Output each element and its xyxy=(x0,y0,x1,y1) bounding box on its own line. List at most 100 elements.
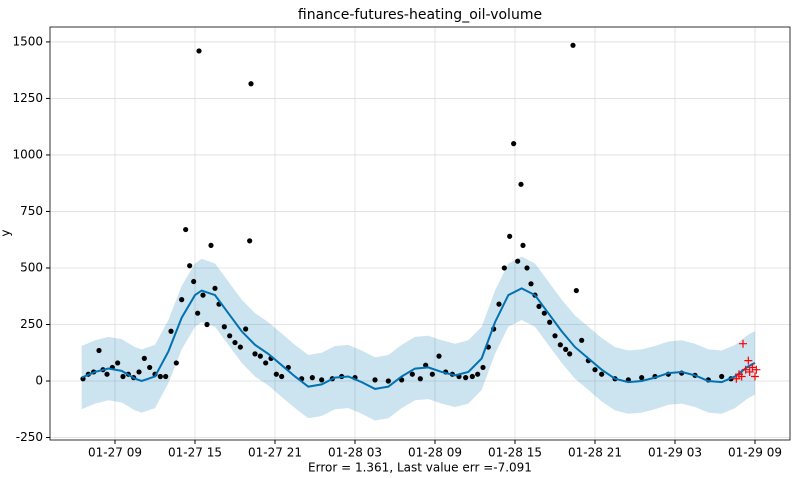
observed-point xyxy=(639,375,645,381)
plot-frame xyxy=(49,26,791,441)
x-tick-label: 01-28 09 xyxy=(408,446,462,460)
observed-point xyxy=(163,373,169,380)
observed-point xyxy=(208,242,214,248)
observed-point xyxy=(507,233,513,239)
observed-point xyxy=(547,319,553,325)
chart-title: finance-futures-heating_oil-volume xyxy=(298,7,542,23)
test-point xyxy=(745,367,754,376)
y-tick-label: 1500 xyxy=(12,34,43,48)
y-axis-label: y xyxy=(0,229,13,236)
observed-point xyxy=(247,238,253,244)
ticks: 01-27 09 01-27 15 01-27 21 01-28 03 01-28 09… xyxy=(12,34,782,459)
observed-point xyxy=(309,375,315,381)
y-tick-label: 250 xyxy=(20,317,43,331)
y-tick-label: -250 xyxy=(16,430,43,444)
observed-point xyxy=(227,333,233,339)
observed-point xyxy=(204,321,210,328)
observed-point xyxy=(191,278,197,285)
uncertainty-band xyxy=(81,256,755,421)
y-tick-label: 0 xyxy=(35,374,43,388)
observed-point xyxy=(252,351,258,357)
observed-point xyxy=(557,342,563,348)
grid xyxy=(50,27,790,440)
observed-point xyxy=(196,48,202,54)
y-tick-label: 500 xyxy=(20,260,43,274)
observed-point xyxy=(552,333,558,339)
test-point xyxy=(744,356,753,365)
observed-point xyxy=(195,310,201,316)
observed-point xyxy=(579,337,585,343)
observed-point xyxy=(501,265,507,271)
observed-point xyxy=(541,310,547,316)
observed-point xyxy=(96,347,102,354)
observed-point xyxy=(518,181,524,187)
x-tick-label: 01-29 09 xyxy=(728,446,782,460)
observed-point xyxy=(212,285,218,291)
observed-point xyxy=(573,287,579,294)
observed-point xyxy=(536,303,542,310)
observed-point xyxy=(567,351,573,357)
test-point xyxy=(748,363,757,372)
observed-point xyxy=(257,353,263,359)
observed-point xyxy=(187,263,193,269)
observed-point xyxy=(528,281,534,287)
observed-point xyxy=(263,360,269,366)
observed-point xyxy=(515,258,521,264)
observed-point xyxy=(232,339,238,346)
observed-point xyxy=(237,344,243,350)
observed-point xyxy=(417,376,423,382)
observed-point xyxy=(221,324,227,330)
observed-point xyxy=(179,297,185,303)
test-point xyxy=(732,374,741,383)
plot-area xyxy=(80,42,761,421)
observed-point xyxy=(520,242,526,248)
observed-point xyxy=(200,292,206,298)
test-point xyxy=(739,339,747,348)
observed-point xyxy=(319,377,325,383)
observed-point xyxy=(136,369,142,375)
observed-point xyxy=(480,364,486,371)
observed-point xyxy=(372,377,378,383)
observed-point xyxy=(570,42,576,48)
observed-point xyxy=(141,355,147,361)
observed-point xyxy=(157,373,163,380)
observed-point xyxy=(496,301,502,307)
observed-point xyxy=(168,328,174,334)
observed-point xyxy=(173,360,179,366)
y-tick-label: 1250 xyxy=(12,91,43,105)
y-tick-label: 1000 xyxy=(12,147,43,161)
observed-point xyxy=(147,364,153,371)
observed-point xyxy=(248,81,254,87)
x-tick-label: 01-27 21 xyxy=(248,446,302,460)
x-axis-label: Error = 1.361, Last value err =-7.091 xyxy=(308,461,532,475)
x-tick-label: 01-27 09 xyxy=(88,446,142,460)
observed-point xyxy=(475,371,481,377)
observed-point xyxy=(524,265,530,271)
y-tick-label: 750 xyxy=(20,204,43,218)
observed-point xyxy=(279,373,285,380)
x-tick-label: 01-28 03 xyxy=(328,446,382,460)
observed-point xyxy=(183,226,189,233)
observed-point xyxy=(104,371,110,377)
test-point xyxy=(737,372,746,381)
observed-point xyxy=(563,346,569,352)
x-tick-label: 01-27 15 xyxy=(168,446,222,460)
observed-point xyxy=(423,362,429,368)
x-tick-label: 01-28 21 xyxy=(568,446,622,460)
observed-point xyxy=(463,375,469,381)
observed-point xyxy=(719,373,725,380)
x-tick-label: 01-29 03 xyxy=(648,446,702,460)
observed-point xyxy=(385,378,391,384)
x-tick-label: 01-28 15 xyxy=(488,446,542,460)
test-point xyxy=(752,365,761,374)
observed-point xyxy=(120,373,126,380)
observed-point xyxy=(436,353,442,359)
observed-point xyxy=(469,373,475,380)
test-point xyxy=(751,372,759,381)
observed-point xyxy=(409,371,415,377)
observed-point xyxy=(599,371,605,377)
observed-point xyxy=(243,326,249,332)
observed-point xyxy=(115,360,121,366)
observed-point xyxy=(511,141,517,147)
